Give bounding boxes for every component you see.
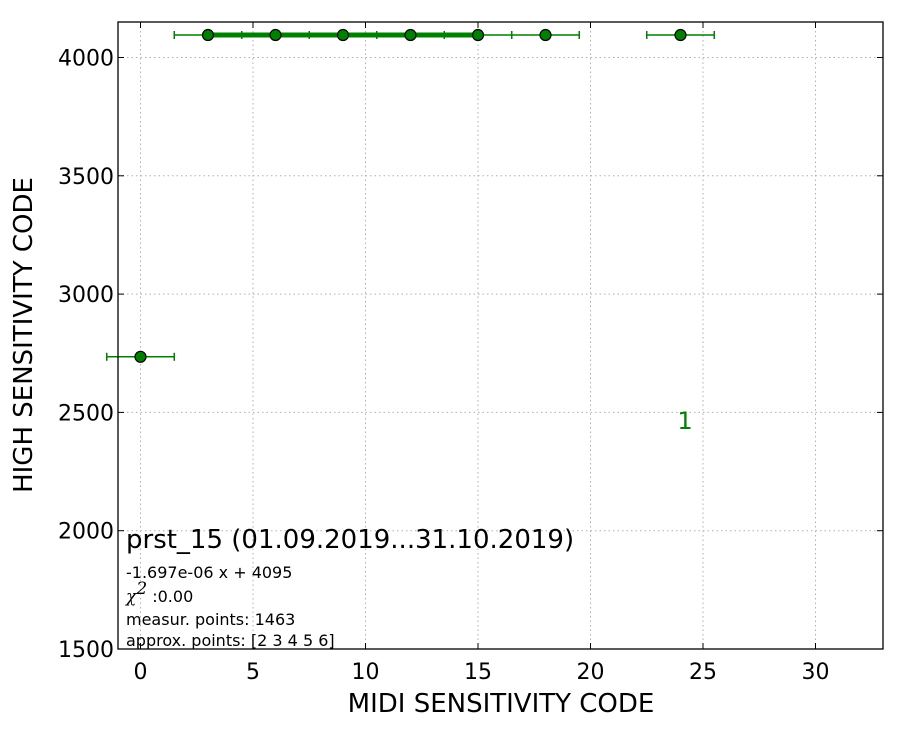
y-tick-label: 2000 [58, 520, 114, 545]
cluster-label: 1 [677, 407, 692, 435]
x-tick-label: 25 [689, 660, 717, 685]
data-point [134, 350, 147, 363]
x-tick-label: 30 [802, 660, 830, 685]
annotation-approx-points: approx. points: [2 3 4 5 6] [126, 631, 335, 650]
ticks: 0 5 10 15 20 25 30 1500 2000 2500 3000 3500 4000 [58, 22, 883, 685]
data-marks [106, 28, 715, 363]
data-point [674, 28, 687, 42]
data-point [471, 28, 485, 42]
x-tick-label: 0 [134, 660, 148, 685]
data-point [404, 28, 417, 42]
chi-symbol: χ [125, 587, 138, 607]
chi-value: :0.00 [147, 587, 193, 606]
x-tick-label: 15 [464, 660, 492, 685]
y-tick-label: 4000 [58, 46, 114, 71]
annotation-equation: -1.697e-06 x + 4095 [126, 563, 292, 582]
annotation-chi-square: χ2 :0.00 [125, 579, 193, 607]
x-axis-label: MIDI SENSITIVITY CODE [348, 689, 655, 719]
y-tick-label: 3500 [58, 165, 114, 190]
data-point [201, 28, 215, 42]
x-tick-label: 5 [246, 660, 260, 685]
y-tick-label: 1500 [58, 638, 114, 663]
y-axis-label: HIGH SENSITIVITY CODE [9, 177, 39, 493]
annotation-measur-points: measur. points: 1463 [126, 610, 295, 629]
plot-frame [117, 21, 884, 650]
y-tick-label: 3000 [58, 283, 114, 308]
data-point [336, 28, 350, 42]
x-tick-label: 10 [352, 660, 380, 685]
data-point [539, 28, 552, 42]
grid [118, 22, 883, 650]
y-tick-label: 2500 [58, 401, 114, 426]
x-tick-label: 20 [577, 660, 605, 685]
annotation-title: prst_15 (01.09.2019...31.10.2019) [126, 525, 574, 555]
chi-superscript: 2 [135, 579, 147, 599]
data-point [269, 28, 282, 42]
